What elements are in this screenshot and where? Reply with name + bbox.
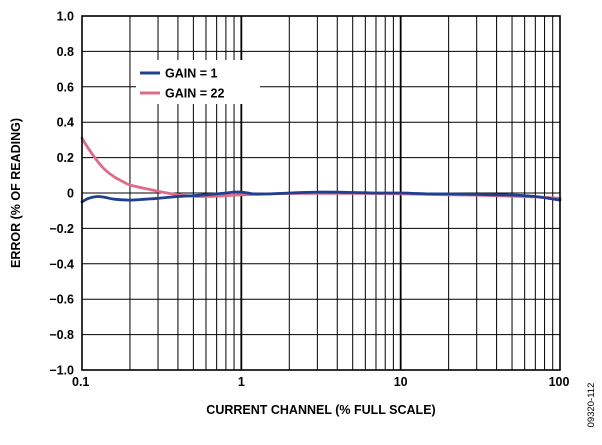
x-tick-label: 10 [394,375,408,389]
series-line-gain-22 [80,136,562,200]
x-tick-label: 100 [549,375,570,389]
series-line-gain-1 [80,190,562,204]
y-tick-label: −1.0 [49,364,74,378]
y-tick-label: −0.8 [49,328,74,342]
legend-label-gain-1: GAIN = 1 [165,67,217,81]
x-tick-label: 0.1 [72,375,89,389]
y-tick-label: 0.8 [57,45,74,59]
x-tick-labels: 0.1 1 10 100 [72,375,569,389]
series-layer [80,136,562,204]
figure-id: 09320-112 [586,383,597,428]
y-tick-label: 0.2 [57,151,74,165]
y-tick-labels: 1.0 0.8 0.6 0.4 0.2 0 −0.2 −0.4 −0.6 −0.8 −1.0 [49,10,74,378]
legend-label-gain-22: GAIN = 22 [165,87,224,101]
y-tick-label: 0 [67,187,74,201]
y-axis-label: ERROR (% OF READING) [9,118,23,268]
legend: GAIN = 1 GAIN = 22 [136,60,260,104]
plot-frame [81,15,561,371]
y-tick-label: 0.6 [57,80,74,94]
y-tick-label: 1.0 [57,10,74,24]
x-axis-label: CURRENT CHANNEL (% FULL SCALE) [206,403,435,417]
y-tick-label: −0.4 [49,257,74,271]
legend-background [136,60,260,104]
x-tick-label: 1 [238,375,245,389]
y-tick-label: −0.2 [49,222,74,236]
y-tick-label: 0.4 [57,116,74,130]
y-tick-label: −0.6 [49,293,74,307]
